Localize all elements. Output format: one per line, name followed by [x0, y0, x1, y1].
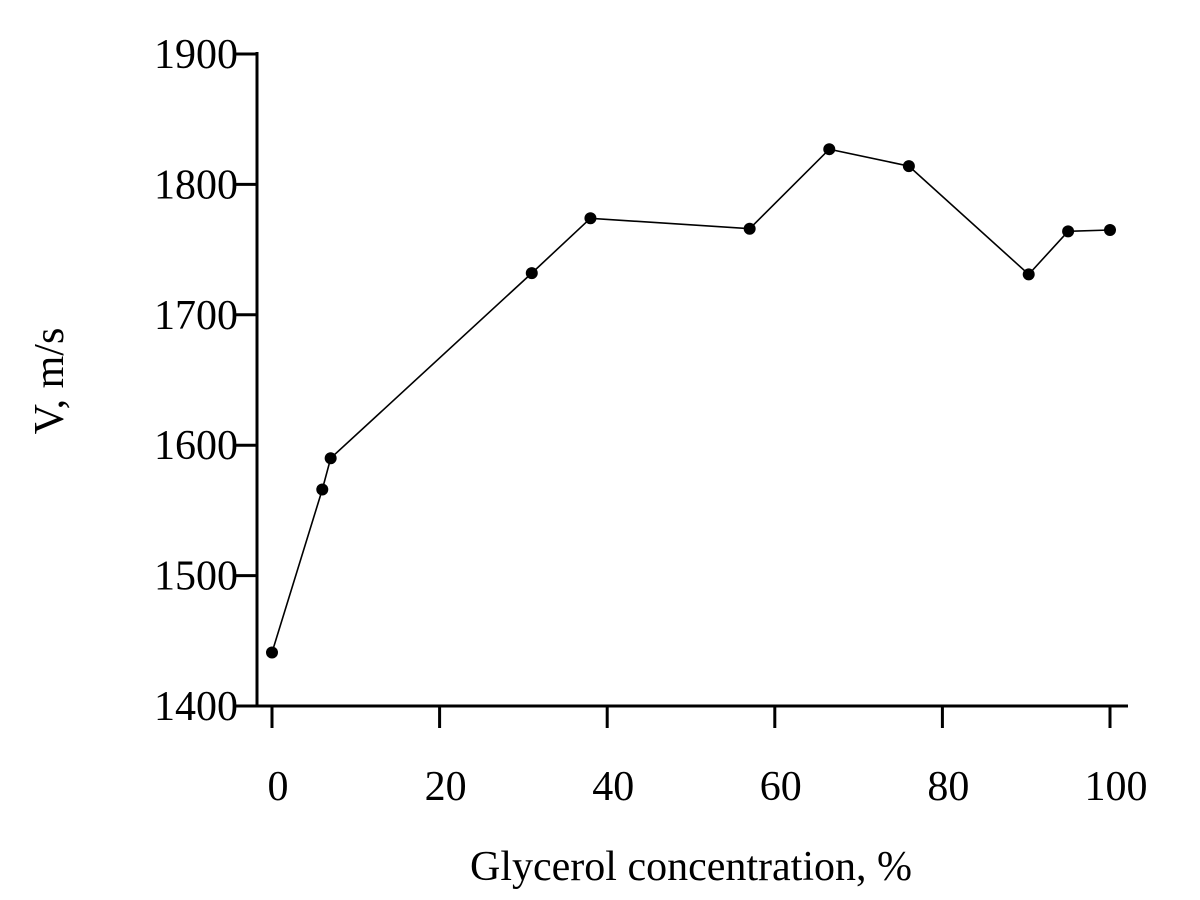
data-point: [1022, 268, 1035, 281]
plot-area: 1400 1500 1600 1700 1800 1900 0 20 40 60 80 100: [154, 32, 1148, 810]
series-layer: [271, 148, 1111, 653]
data-point: [324, 452, 337, 465]
series-line: [271, 148, 1111, 653]
y-tick-label: 1900: [154, 32, 238, 78]
data-point: [823, 143, 836, 156]
y-axis-ticks: 1400 1500 1600 1700 1800 1900: [154, 32, 257, 730]
x-tick-label: 60: [760, 764, 802, 810]
x-tick-label: 100: [1085, 764, 1148, 810]
data-point: [1062, 225, 1075, 238]
y-tick-label: 1400: [154, 684, 238, 730]
y-tick-label: 1800: [154, 162, 238, 208]
y-axis-title: V, m/s: [27, 328, 73, 435]
data-point: [266, 646, 278, 659]
x-tick-label: 80: [927, 764, 969, 810]
y-tick-label: 1500: [154, 554, 238, 600]
x-tick-label: 0: [268, 764, 289, 810]
data-points: [266, 143, 1116, 659]
data-point: [525, 267, 538, 280]
x-axis-ticks: 0 20 40 60 80 100: [268, 706, 1148, 810]
x-tick-label: 40: [592, 764, 634, 810]
x-axis-title: Glycerol concentration, %: [470, 844, 912, 890]
data-point: [743, 222, 756, 235]
data-point: [902, 160, 915, 173]
y-tick-label: 1600: [154, 423, 238, 469]
data-point: [1104, 224, 1116, 237]
y-tick-label: 1700: [154, 293, 238, 339]
data-point: [316, 483, 329, 496]
data-point: [584, 212, 597, 225]
x-tick-label: 20: [425, 764, 467, 810]
